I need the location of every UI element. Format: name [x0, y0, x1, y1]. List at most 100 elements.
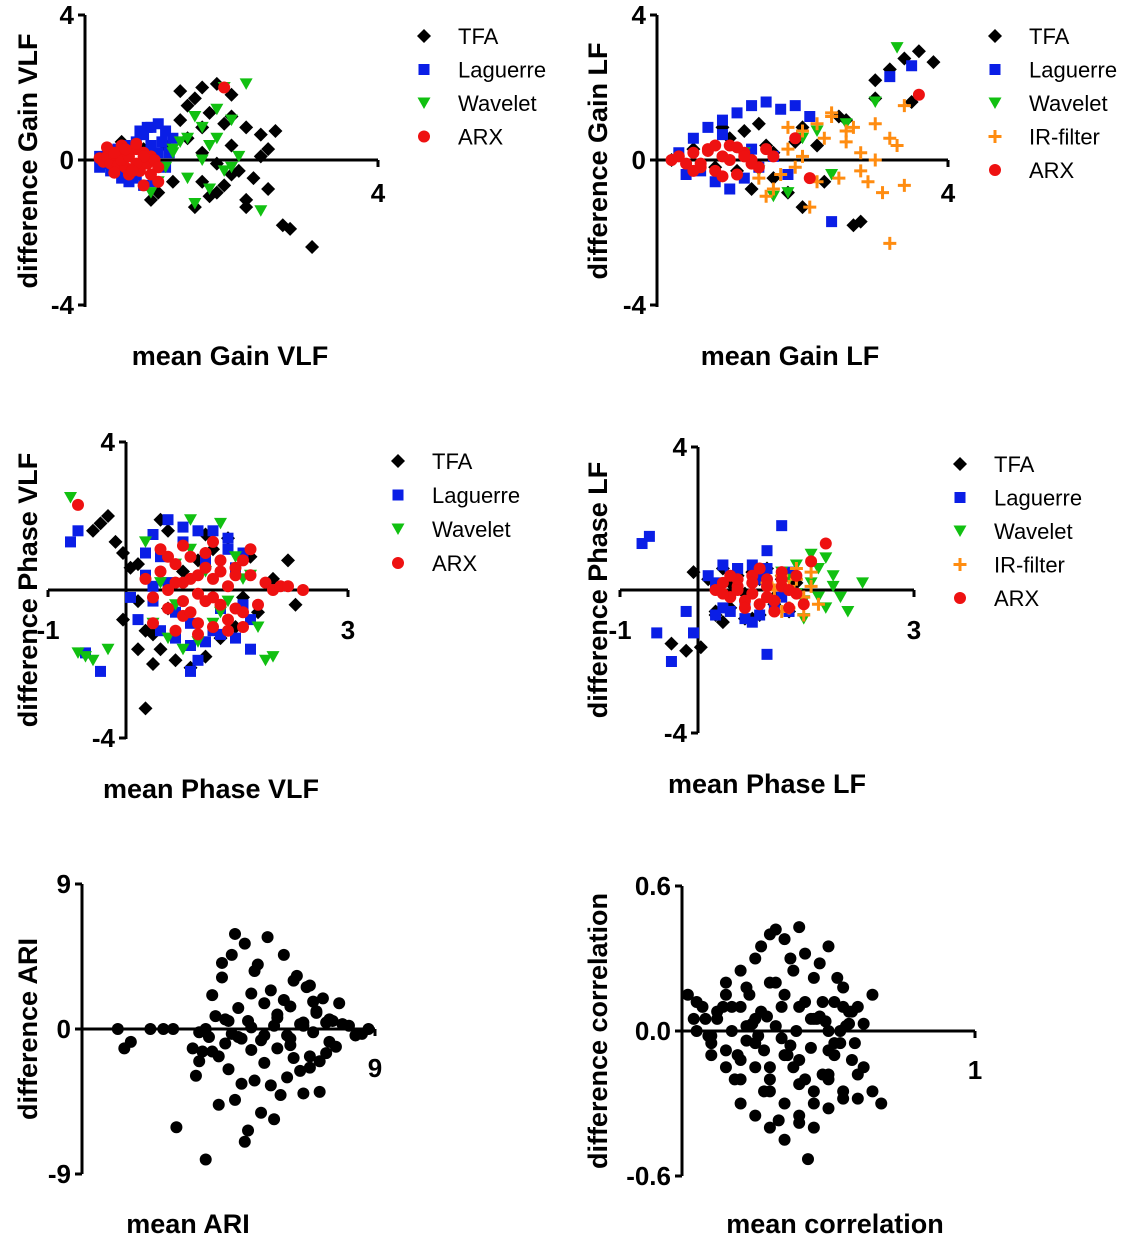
data-point — [167, 1023, 180, 1035]
data-point — [761, 591, 773, 604]
data-point — [153, 642, 168, 657]
data-point — [876, 186, 890, 200]
data-point — [804, 111, 816, 122]
data-point — [258, 1029, 271, 1042]
data-point — [134, 125, 146, 137]
data-point — [245, 643, 256, 655]
data-point — [258, 1056, 271, 1069]
data-point — [766, 190, 780, 203]
data-point — [162, 584, 174, 596]
data-point — [686, 565, 701, 580]
data-point — [147, 529, 159, 540]
data-point — [248, 965, 261, 977]
data-point — [219, 1013, 232, 1026]
data-point — [86, 654, 100, 667]
data-point — [310, 1006, 323, 1019]
data-point — [819, 1015, 832, 1028]
data-point — [834, 1025, 847, 1037]
data-point — [732, 563, 744, 575]
data-point — [680, 169, 692, 180]
data-point — [144, 187, 158, 199]
data-point — [751, 116, 766, 131]
data-point — [144, 168, 157, 181]
data-point — [763, 1073, 776, 1086]
data-point — [214, 554, 227, 567]
data-point — [897, 178, 911, 192]
data-point — [155, 551, 166, 563]
legend-label: ARX — [1029, 158, 1075, 183]
data-point — [716, 576, 729, 589]
data-point — [305, 240, 320, 254]
data-point — [214, 598, 227, 611]
data-point — [854, 146, 868, 160]
data-point — [199, 561, 212, 574]
data-point — [837, 1092, 850, 1105]
data-point — [772, 1114, 785, 1127]
data-point — [749, 1109, 762, 1122]
data-point — [803, 200, 817, 214]
legend: TFA Laguerre Wavelet ARX — [391, 449, 520, 576]
x-axis-title: mean Gain LF — [701, 341, 880, 371]
data-point — [137, 150, 150, 163]
x-tick-label: -1 — [608, 615, 631, 645]
data-point — [811, 597, 825, 611]
data-point — [297, 1019, 310, 1032]
data-point — [846, 120, 860, 134]
legend-label: IR-filter — [1029, 125, 1100, 150]
data-point — [793, 1116, 806, 1129]
data-point — [108, 534, 123, 549]
legend-label: Wavelet — [458, 91, 537, 116]
data-point — [229, 569, 242, 582]
data-point — [209, 185, 224, 200]
data-point — [868, 73, 883, 88]
data-point — [804, 565, 818, 579]
data-point — [184, 606, 197, 619]
legend-label: Laguerre — [994, 486, 1082, 511]
data-point — [303, 1050, 316, 1063]
y-tick-label: 0.6 — [635, 871, 671, 901]
x-tick-label: 9 — [368, 1053, 382, 1083]
data-point — [230, 632, 241, 644]
data-point — [222, 532, 234, 544]
data-point — [846, 218, 861, 233]
chart-correlation: 0.6 0.0 -0.6 1 mean correlation difference co… — [583, 871, 982, 1237]
data-point — [784, 1039, 797, 1052]
data-point — [161, 523, 175, 538]
data-point — [775, 573, 788, 586]
y-axis-title: difference correlation — [583, 893, 613, 1169]
data-point — [287, 974, 300, 987]
data-point — [760, 143, 773, 156]
data-point — [810, 125, 824, 137]
data-point — [219, 1037, 232, 1050]
data-point — [168, 653, 183, 668]
y-axis-title: difference Phase VLF — [13, 453, 43, 728]
data-point — [774, 168, 788, 181]
data-point — [229, 551, 242, 563]
data-point — [184, 550, 197, 563]
data-point — [851, 1092, 864, 1105]
data-point — [801, 1153, 814, 1166]
data-point — [807, 1097, 820, 1110]
data-point — [169, 624, 182, 637]
data-point — [101, 509, 115, 523]
data-point — [146, 657, 160, 671]
data-point — [825, 169, 839, 181]
data-point — [239, 192, 254, 207]
data-point — [819, 552, 833, 564]
data-point — [854, 164, 868, 178]
legend-marker — [988, 97, 1002, 109]
data-point — [323, 1035, 336, 1048]
data-point — [761, 648, 773, 660]
data-point — [287, 1052, 300, 1064]
data-point — [793, 1000, 806, 1013]
data-point — [832, 171, 846, 185]
legend-label: TFA — [994, 452, 1035, 477]
data-point — [731, 1049, 744, 1062]
data-point — [131, 642, 145, 657]
data-point — [210, 132, 224, 145]
data-point — [139, 572, 152, 585]
legend-marker — [392, 557, 404, 569]
data-point — [665, 656, 677, 667]
data-point — [861, 175, 875, 189]
data-point — [203, 183, 217, 195]
